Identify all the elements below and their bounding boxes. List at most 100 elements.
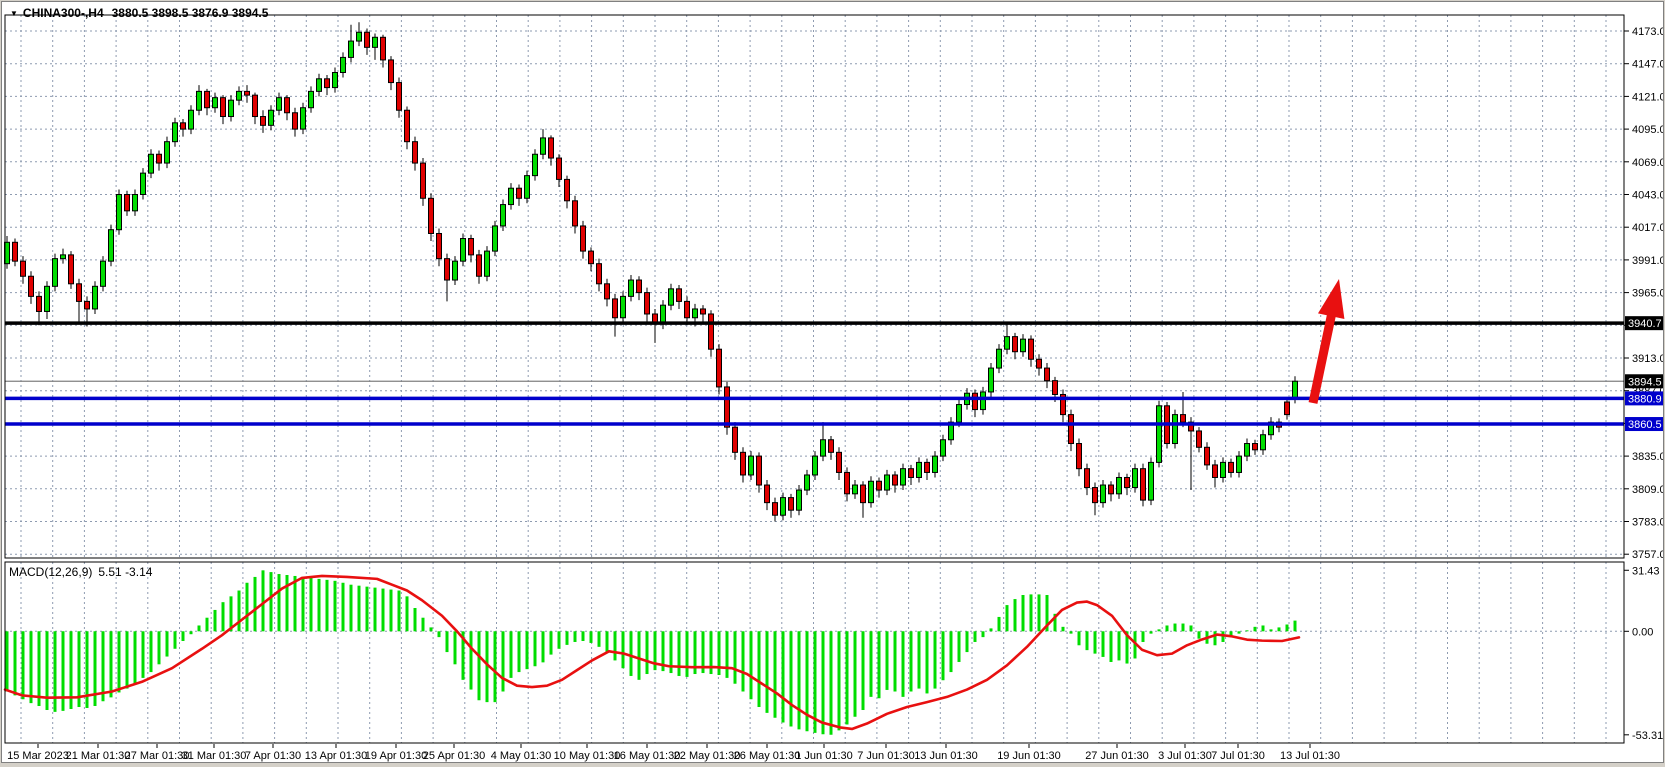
candle-body xyxy=(956,404,962,423)
time-tick-label: 10 May 01:30 xyxy=(554,750,621,762)
candle-body xyxy=(92,285,98,310)
candle-body xyxy=(532,153,538,177)
candle-body xyxy=(260,116,266,126)
price-badge-bg xyxy=(1625,316,1663,331)
trend-arrow-annotation[interactable] xyxy=(1308,279,1345,404)
candle-body xyxy=(356,31,362,42)
price-badge-label: 3860.5 xyxy=(1628,419,1662,431)
candle-body xyxy=(796,489,802,511)
candle-body xyxy=(1292,380,1298,400)
time-tick-label: 3 Jul 01:30 xyxy=(1158,750,1212,762)
candle-body xyxy=(380,36,386,61)
price-badge-bg xyxy=(1625,374,1663,389)
symbol-dropdown-icon[interactable]: ▼ xyxy=(10,9,18,18)
time-tick-label: 21 Mar 01:30 xyxy=(66,750,131,762)
macd-pane-border xyxy=(4,561,1625,744)
candle-body xyxy=(124,194,130,212)
candle-body xyxy=(812,455,818,476)
price-tick-label: 4147.0 xyxy=(1632,59,1663,71)
candle-body xyxy=(1148,461,1154,501)
candle-body xyxy=(724,386,730,428)
candle-body xyxy=(836,451,842,473)
candle-body xyxy=(788,497,794,511)
price-tick-label: 4121.0 xyxy=(1632,91,1663,103)
candle-body xyxy=(620,295,626,319)
candle-body xyxy=(284,97,290,114)
candle-body xyxy=(268,109,274,126)
ohlc-values-label: 3880.5 3898.5 3876.9 3894.5 xyxy=(111,6,269,20)
candle-body xyxy=(300,107,306,130)
time-tick-label: 13 Jun 01:30 xyxy=(914,750,978,762)
candle-body xyxy=(876,480,882,491)
time-tick-label: 26 May 01:30 xyxy=(734,750,801,762)
time-tick-label: 1 Jun 01:30 xyxy=(795,750,853,762)
candle-body xyxy=(276,97,282,111)
price-tick-label: 4017.0 xyxy=(1632,222,1663,234)
candle-body xyxy=(108,229,114,262)
candle-body xyxy=(420,162,426,199)
candle-body xyxy=(228,99,234,118)
price-tick-label: 3783.0 xyxy=(1632,517,1663,529)
candle-body xyxy=(148,153,154,174)
candle-body xyxy=(396,82,402,111)
time-tick-label: 7 Jun 01:30 xyxy=(857,750,915,762)
candle-body xyxy=(924,461,930,473)
candle-body xyxy=(1180,414,1186,423)
candle-body xyxy=(404,109,410,143)
candle-body xyxy=(1220,461,1226,478)
price-badge-bg xyxy=(1625,391,1663,406)
candle-body xyxy=(644,292,650,315)
candle-body xyxy=(332,72,338,89)
macd-tick-label: 0.00 xyxy=(1632,626,1653,638)
candles-layer xyxy=(4,22,1298,522)
candle-body xyxy=(84,300,90,310)
candle-body xyxy=(172,122,178,143)
candle-body xyxy=(76,283,82,302)
price-pane-border xyxy=(4,14,1625,559)
candle-body xyxy=(844,471,850,495)
candle-body xyxy=(708,313,714,350)
time-tick-label: 27 Mar 01:30 xyxy=(125,750,190,762)
candle-body xyxy=(116,194,122,231)
candle-body xyxy=(204,90,210,109)
candle-body xyxy=(156,153,162,164)
price-tick-label: 4173.0 xyxy=(1632,26,1663,38)
candle-body xyxy=(164,141,170,164)
candle-body xyxy=(132,194,138,212)
candle-body xyxy=(940,439,946,457)
macd-histogram xyxy=(5,570,1297,735)
candle-body xyxy=(212,97,218,109)
candle-body xyxy=(660,304,666,325)
arrow-head xyxy=(1317,279,1345,319)
candle-body xyxy=(932,455,938,473)
candle-body xyxy=(804,474,810,491)
time-tick-label: 7 Jul 01:30 xyxy=(1211,750,1265,762)
candle-body xyxy=(1204,446,1210,466)
candle-body xyxy=(972,392,978,411)
candle-body xyxy=(1196,430,1202,448)
candle-body xyxy=(1052,380,1058,395)
candle-body xyxy=(1068,414,1074,445)
candle-body xyxy=(44,285,50,312)
candle-body xyxy=(1212,464,1218,478)
price-badge-label: 3880.9 xyxy=(1628,393,1662,405)
candle-body xyxy=(460,238,466,262)
price-tick-label: 3835.0 xyxy=(1632,451,1663,463)
candle-body xyxy=(372,36,378,48)
candle-body xyxy=(36,295,42,312)
price-tick-label: 3991.0 xyxy=(1632,255,1663,267)
candle-body xyxy=(748,455,754,476)
macd-values-label: 5.51 -3.14 xyxy=(98,565,153,579)
candle-body xyxy=(628,279,634,297)
time-tick-label: 31 Mar 01:30 xyxy=(182,750,247,762)
candle-body xyxy=(1244,443,1250,457)
candle-body xyxy=(868,480,874,504)
candle-body xyxy=(316,78,322,92)
candle-body xyxy=(340,56,346,74)
candle-body xyxy=(1188,421,1194,432)
candle-body xyxy=(492,225,498,252)
candle-body xyxy=(236,90,242,101)
